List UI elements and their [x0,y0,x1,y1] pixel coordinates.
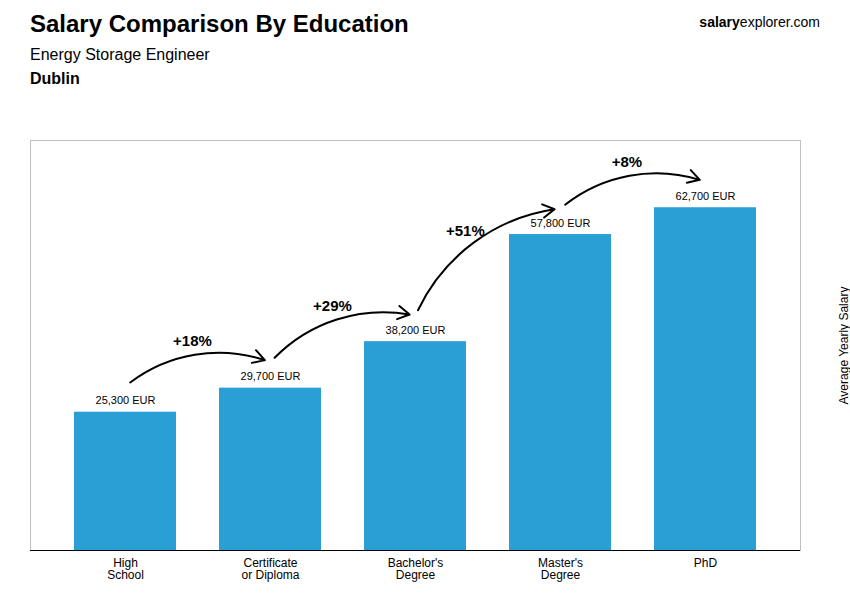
svg-text:62,700 EUR: 62,700 EUR [676,190,736,202]
html-text:salary explorer.com: salary explorer.com [699,14,820,30]
svg-text:+29%: +29% [313,297,352,314]
svg-text:+8%: +8% [612,153,642,170]
html-text:Salary Comparison By Education: Salary Comparison By Education [30,10,409,37]
svg-text:+51%: +51% [446,222,485,239]
svg-text:57,800 EUR: 57,800 EUR [531,217,591,229]
svg-text:+18%: +18% [173,332,212,349]
svg-text:Bachelor'sDegree: Bachelor'sDegree [388,556,444,582]
svg-text:PhD: PhD [694,556,718,570]
svg-text:29,700 EUR: 29,700 EUR [241,370,301,382]
svg-text:38,200 EUR: 38,200 EUR [386,324,446,336]
svg-text:Certificateor Diploma: Certificateor Diploma [241,556,299,582]
html-text:Energy Storage Engineer: Energy Storage Engineer [30,46,210,63]
html-text:Dublin: Dublin [30,70,80,87]
svg-text:Master'sDegree: Master'sDegree [538,556,583,582]
svg-text:25,300 EUR: 25,300 EUR [96,394,156,406]
svg-text:Average Yearly Salary: Average Yearly Salary [837,287,850,405]
svg-text:HighSchool: HighSchool [107,556,144,582]
